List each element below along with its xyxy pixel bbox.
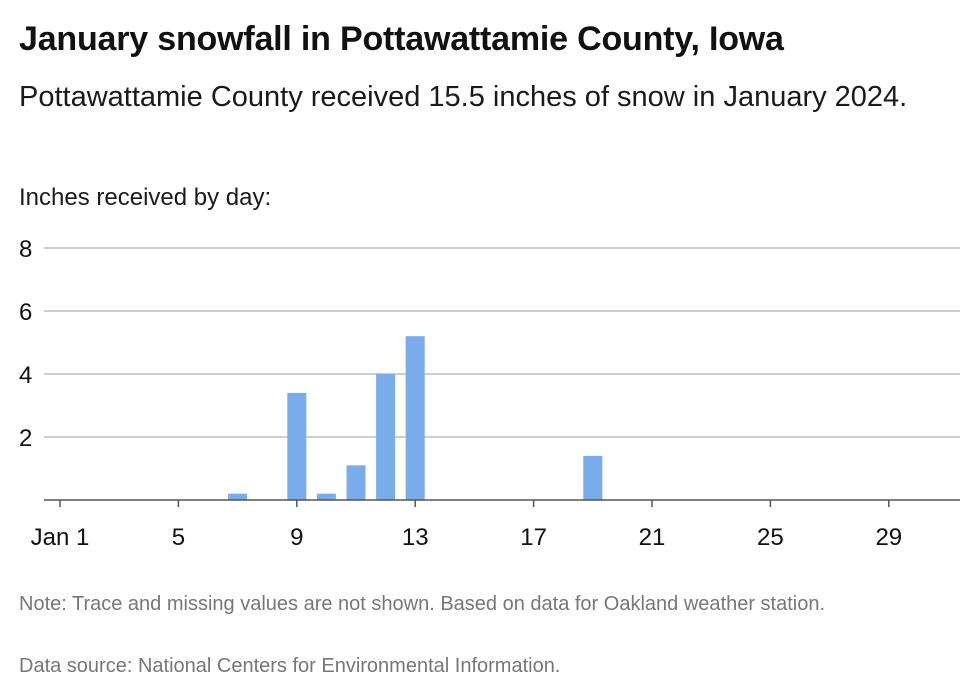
x-tick-label: 5: [172, 524, 185, 551]
bar: [346, 465, 366, 500]
bar: [376, 374, 396, 500]
y-tick-label: 8: [19, 236, 32, 263]
y-tick-label: 6: [19, 299, 32, 326]
chart-note: Note: Trace and missing values are not s…: [19, 593, 826, 615]
chart-title: January snowfall in Pottawattamie County…: [19, 20, 784, 58]
y-tick-label: 2: [19, 425, 32, 452]
data-source: Data source: National Centers for Enviro…: [19, 655, 561, 677]
x-tick-label: 13: [402, 524, 429, 551]
x-tick-label: 17: [520, 524, 547, 551]
bar-chart: Jan 1 5 9 13 17 21 25 29 2 4 6 8: [19, 236, 960, 551]
bar: [405, 336, 425, 500]
bar: [583, 455, 603, 500]
y-axis: 2 4 6 8: [19, 236, 32, 452]
x-tick-label: 21: [639, 524, 666, 551]
bars: [228, 336, 603, 500]
bar: [287, 392, 307, 500]
x-tick-label: Jan 1: [31, 524, 90, 551]
grid-lines: [44, 247, 960, 438]
y-tick-label: 4: [19, 362, 32, 389]
x-tick-label: 25: [757, 524, 784, 551]
x-tick-label: 29: [875, 524, 902, 551]
y-axis-label: Inches received by day:: [19, 184, 272, 211]
bar: [228, 493, 248, 500]
chart-subtitle: Pottawattamie County received 15.5 inche…: [19, 81, 908, 113]
bar: [316, 493, 336, 500]
x-axis: Jan 1 5 9 13 17 21 25 29: [31, 499, 960, 551]
x-tick-label: 9: [290, 524, 303, 551]
